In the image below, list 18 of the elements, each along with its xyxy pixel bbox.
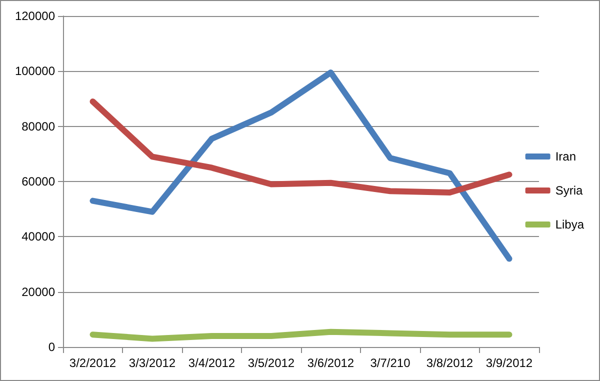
x-tick-label: 3/7/210 xyxy=(370,356,411,370)
x-tick-label: 3/5/2012 xyxy=(248,356,295,370)
y-tick-label: 20000 xyxy=(22,284,56,299)
y-tick-label: 0 xyxy=(48,340,56,354)
x-tick-label: 3/8/2012 xyxy=(426,356,474,370)
y-tick-label: 120000 xyxy=(14,9,56,23)
legend-label: Libya xyxy=(555,218,584,232)
legend-label: Syria xyxy=(555,184,583,198)
y-tick-label: 60000 xyxy=(22,174,56,188)
y-tick-label: 40000 xyxy=(22,230,56,244)
legend-label: Iran xyxy=(555,150,576,164)
x-tick-label: 3/6/2012 xyxy=(307,356,354,370)
x-tick-label: 3/3/2012 xyxy=(128,356,176,370)
x-tick-label: 3/9/2012 xyxy=(486,356,533,370)
x-tick-label: 3/2/2012 xyxy=(69,356,116,370)
y-tick-label: 80000 xyxy=(22,119,56,134)
x-tick-label: 3/4/2012 xyxy=(188,356,236,370)
y-tick-label: 100000 xyxy=(14,64,56,78)
